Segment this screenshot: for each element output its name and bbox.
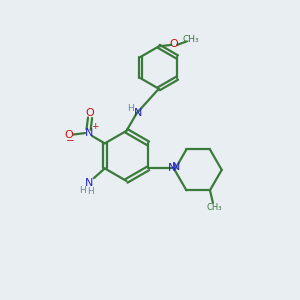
Text: O: O [170, 39, 178, 49]
Text: N: N [84, 178, 93, 188]
Text: H: H [127, 104, 134, 113]
Text: N: N [168, 164, 176, 173]
Text: +: + [91, 122, 99, 131]
Text: N: N [84, 128, 93, 138]
Text: O: O [86, 108, 94, 118]
Text: CH₃: CH₃ [183, 35, 200, 44]
Text: N: N [134, 108, 142, 118]
Text: CH₃: CH₃ [207, 202, 222, 211]
Text: H: H [88, 188, 94, 196]
Text: H: H [79, 186, 86, 195]
Text: −: − [66, 136, 75, 146]
Text: N: N [172, 162, 180, 172]
Text: O: O [64, 130, 73, 140]
